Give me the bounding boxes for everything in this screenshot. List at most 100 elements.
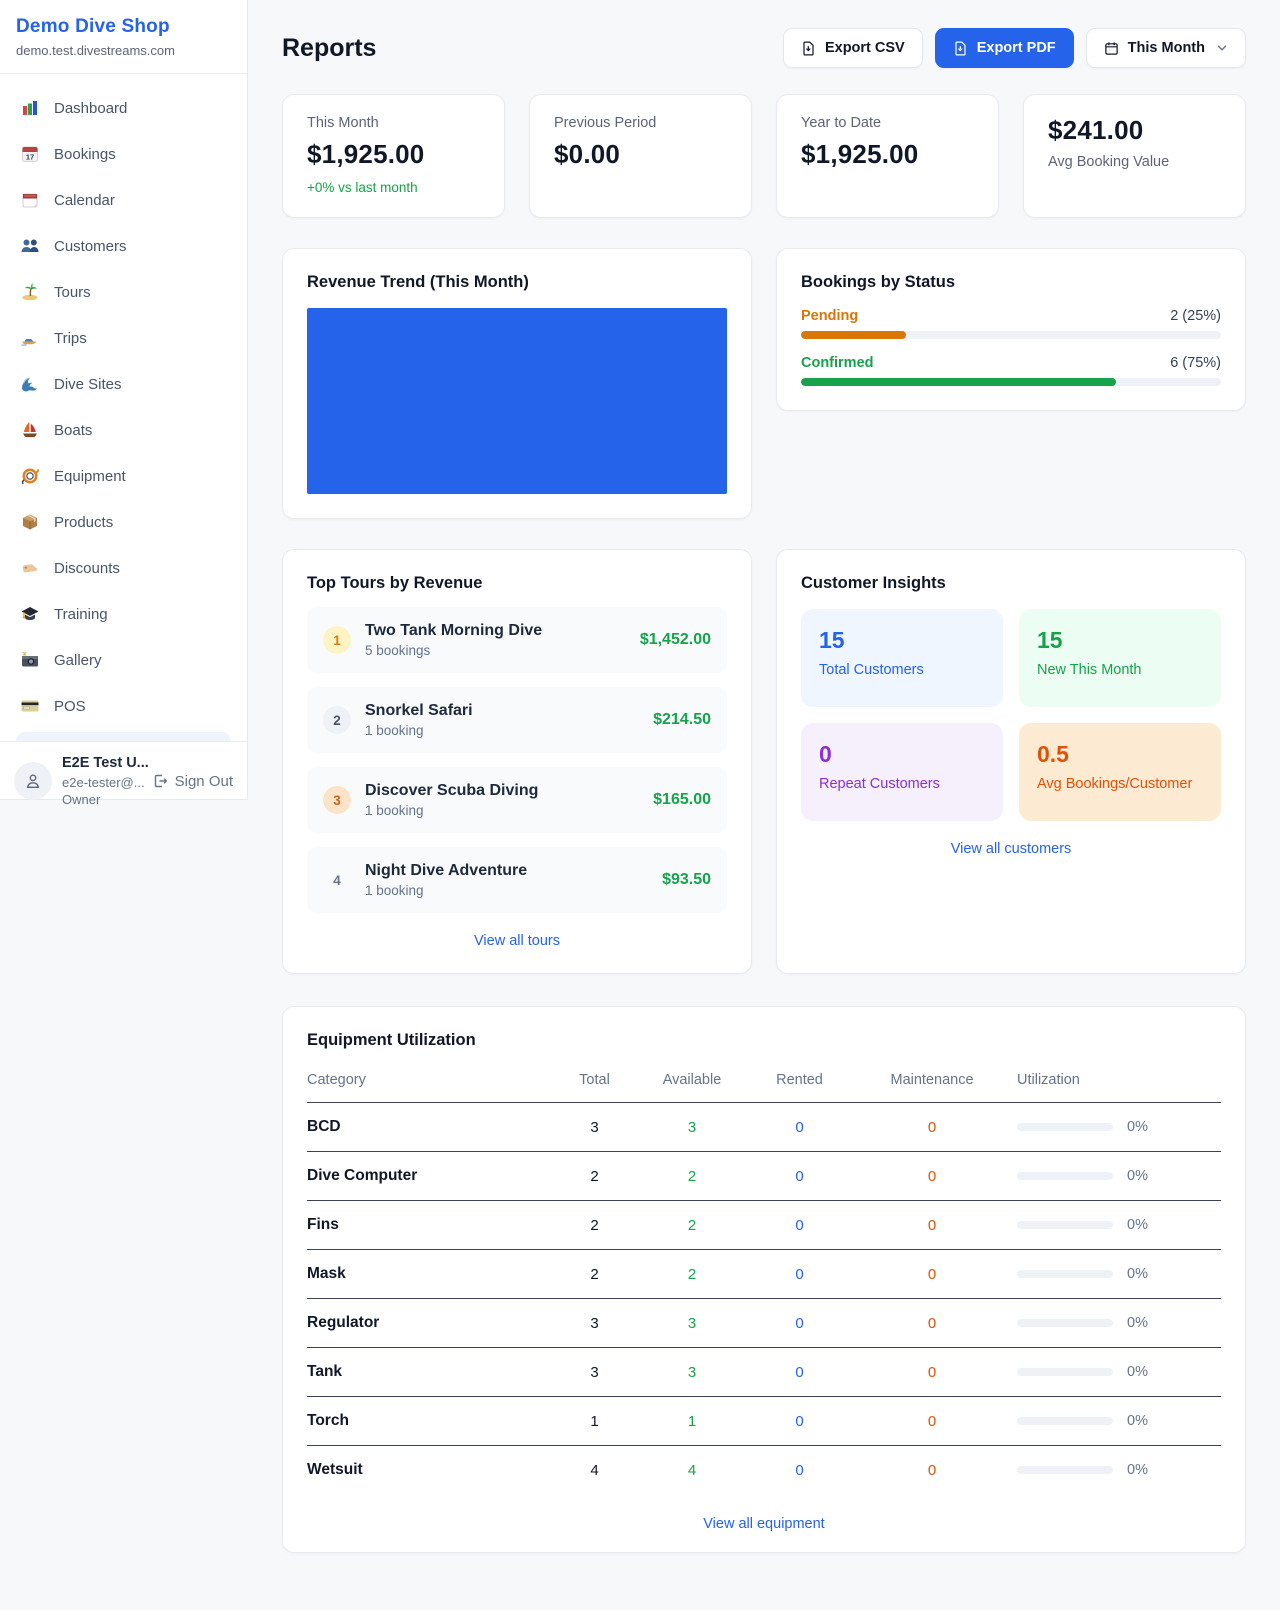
- sidebar-item-boats[interactable]: Boats: [8, 410, 239, 450]
- sidebar-item-customers[interactable]: Customers: [8, 226, 239, 266]
- sidebar-item-label: Calendar: [54, 191, 115, 209]
- equipment-total: 3: [557, 1102, 632, 1152]
- page-header: Reports Export CSV Export PDF This Month: [282, 28, 1246, 68]
- equipment-available: 3: [632, 1347, 752, 1397]
- utilization-percent: 0%: [1127, 1413, 1148, 1429]
- sidebar-item-gallery[interactable]: Gallery: [8, 640, 239, 680]
- header-actions: Export CSV Export PDF This Month: [782, 28, 1246, 68]
- sidebar-item-label: POS: [54, 697, 86, 715]
- sidebar-item-label: Discounts: [54, 559, 120, 577]
- view-all-equipment-link[interactable]: View all equipment: [703, 1516, 825, 1532]
- view-all-customers-link[interactable]: View all customers: [950, 841, 1072, 857]
- sidebar-header: Demo Dive Shop demo.test.divestreams.com: [0, 0, 247, 74]
- stat-value: $0.00: [554, 139, 621, 169]
- period-dropdown[interactable]: This Month: [1085, 28, 1246, 68]
- status-label: Confirmed: [801, 355, 874, 371]
- stat-value: $1,925.00: [801, 139, 919, 169]
- export-pdf-button[interactable]: Export PDF: [934, 28, 1074, 68]
- sidebar-item-dashboard[interactable]: Dashboard: [8, 88, 239, 128]
- equipment-rented: 0: [752, 1151, 847, 1201]
- equipment-row: Torch 1 1 0 0 0%: [307, 1396, 1221, 1446]
- sidebar-item-pos[interactable]: POS: [8, 686, 239, 726]
- credit-card-icon: [20, 696, 40, 716]
- main-content: Reports Export CSV Export PDF This Month…: [248, 0, 1280, 1593]
- export-csv-button[interactable]: Export CSV: [782, 28, 923, 68]
- stat-value: $241.00: [1048, 115, 1144, 145]
- utilization-percent: 0%: [1127, 1119, 1148, 1135]
- equipment-maintenance: 0: [847, 1298, 1017, 1348]
- equipment-utilization: 0%: [1017, 1396, 1221, 1446]
- package-icon: [20, 512, 40, 532]
- equipment-maintenance: 0: [847, 1102, 1017, 1152]
- sidebar-item-equipment[interactable]: Equipment: [8, 456, 239, 496]
- sidebar-item-discounts[interactable]: Discounts: [8, 548, 239, 588]
- equipment-utilization-title: Equipment Utilization: [307, 1031, 476, 1049]
- sidebar-item-calendar[interactable]: Calendar: [8, 180, 239, 220]
- stat-value: $1,925.00: [307, 139, 425, 169]
- utilization-percent: 0%: [1127, 1462, 1148, 1478]
- logout-icon: [154, 775, 167, 788]
- equipment-utilization: 0%: [1017, 1102, 1221, 1152]
- camera-icon: [20, 650, 40, 670]
- tile-label: New This Month: [1037, 662, 1142, 678]
- equipment-maintenance: 0: [847, 1200, 1017, 1250]
- equipment-row: Regulator 3 3 0 0 0%: [307, 1298, 1221, 1348]
- tour-amount: $1,452.00: [639, 631, 711, 648]
- equipment-category: Tank: [307, 1347, 557, 1397]
- sidebar-item-training[interactable]: Training: [8, 594, 239, 634]
- tile-new-this-month: 15 New This Month: [1019, 609, 1221, 707]
- chevron-down-icon: [1217, 45, 1227, 51]
- revenue-trend-card: Revenue Trend (This Month): [282, 248, 752, 519]
- utilization-bar-track: [1017, 1417, 1113, 1425]
- utilization-percent: 0%: [1127, 1364, 1148, 1380]
- sidebar-item-tours[interactable]: Tours: [8, 272, 239, 312]
- tour-row: 3 Discover Scuba Diving 1 booking $165.0…: [307, 767, 727, 833]
- sidebar-item-label: Customers: [54, 237, 127, 255]
- view-all-tours-link[interactable]: View all tours: [474, 933, 560, 949]
- stat-card-avg-booking-value: $241.00 Avg Booking Value: [1023, 94, 1246, 218]
- revenue-trend-title: Revenue Trend (This Month): [307, 273, 529, 291]
- sign-out-button[interactable]: Sign Out: [152, 773, 233, 790]
- utilization-bar-track: [1017, 1221, 1113, 1229]
- user-email: e2e-tester@...: [62, 774, 145, 790]
- sidebar-item-trips[interactable]: Trips: [8, 318, 239, 358]
- bar-chart-icon: [20, 98, 40, 118]
- equipment-category: Fins: [307, 1200, 557, 1250]
- people-icon: [20, 236, 40, 256]
- stat-label: Previous Period: [554, 115, 657, 131]
- sidebar-item-bookings[interactable]: 17 Bookings: [8, 134, 239, 174]
- equipment-row: Dive Computer 2 2 0 0 0%: [307, 1151, 1221, 1201]
- shop-name: Demo Dive Shop: [16, 16, 170, 37]
- equipment-total: 4: [590, 1461, 599, 1479]
- top-tours-card: Top Tours by Revenue 1 Two Tank Morning …: [282, 549, 752, 974]
- equipment-rented: 0: [752, 1347, 847, 1397]
- status-bar-track: [801, 331, 1221, 339]
- equipment-row: Tank 3 3 0 0 0%: [307, 1347, 1221, 1397]
- equipment-utilization: 0%: [1017, 1151, 1221, 1201]
- status-bar-fill: [801, 378, 1116, 386]
- rank-badge: 4: [333, 872, 341, 888]
- equipment-maintenance: 0: [847, 1151, 1017, 1201]
- equipment-total: 1: [557, 1396, 632, 1446]
- sidebar-item-reports-partial[interactable]: [16, 732, 231, 741]
- tour-amount: $214.50: [653, 711, 711, 728]
- equipment-rented: 0: [752, 1200, 847, 1250]
- tile-avg-bookings-customer: 0.5 Avg Bookings/Customer: [1019, 723, 1221, 821]
- stat-card-this-month: This Month $1,925.00 +0% vs last month: [282, 94, 505, 218]
- island-icon: [20, 282, 40, 302]
- equipment-total: 2: [557, 1151, 632, 1201]
- tour-name: Night Dive Adventure: [365, 862, 528, 879]
- sidebar-item-products[interactable]: Products: [8, 502, 239, 542]
- equipment-utilization-card: Equipment Utilization Category Total Ava…: [282, 1006, 1246, 1553]
- bookings-by-status-card: Bookings by Status Pending 2 (25%) Confi…: [776, 248, 1246, 411]
- col-total: Total: [557, 1064, 632, 1103]
- sidebar-item-dive-sites[interactable]: Dive Sites: [8, 364, 239, 404]
- equipment-available: 3: [632, 1102, 752, 1152]
- stat-label: Avg Booking Value: [1048, 154, 1170, 170]
- equipment-maintenance: 0: [847, 1347, 1017, 1397]
- user-meta: E2E Test U... e2e-tester@... Owner: [62, 754, 149, 809]
- equipment-rented: 0: [752, 1249, 847, 1299]
- utilization-bar-track: [1017, 1172, 1113, 1180]
- tour-bookings: 5 bookings: [365, 643, 431, 658]
- sidebar-item-label: Equipment: [54, 467, 126, 485]
